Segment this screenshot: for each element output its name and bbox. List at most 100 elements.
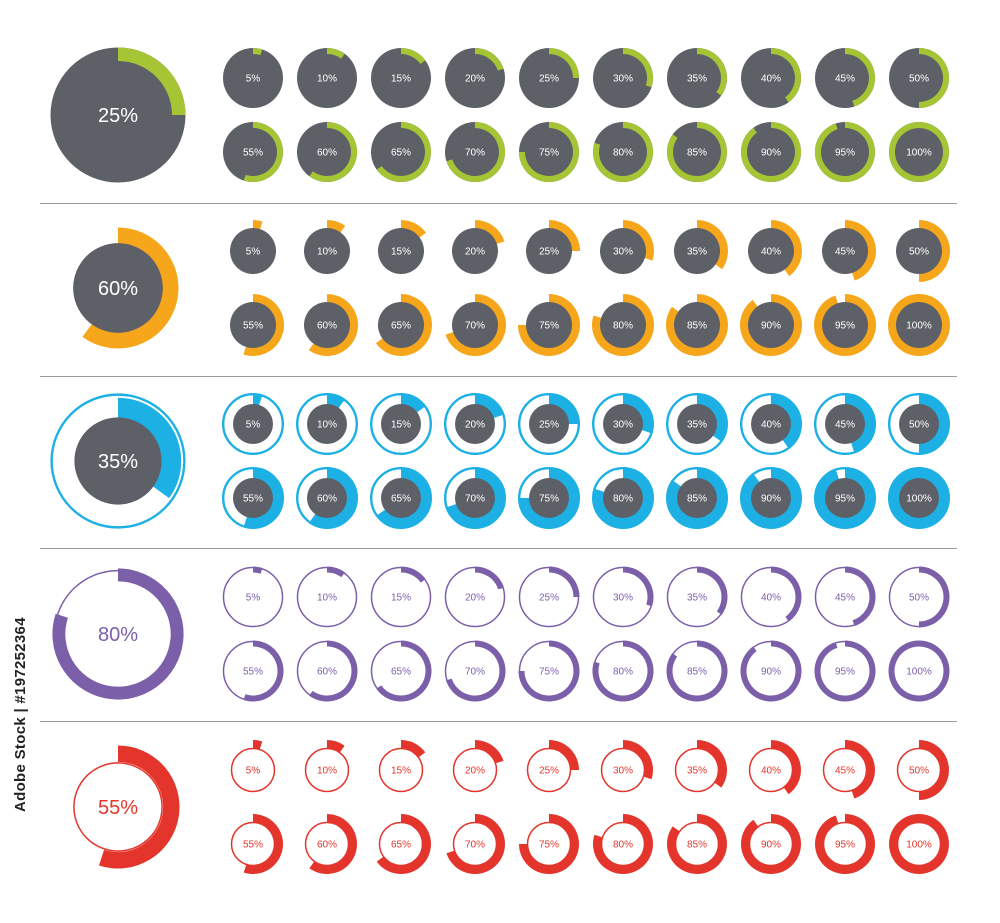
- offset-inner-circle: [600, 747, 646, 793]
- progress-chart-40: 40%: [740, 566, 802, 628]
- arc-center-disc: [600, 302, 646, 348]
- offset-percent-label: 70%: [465, 840, 485, 851]
- outline-value-band: [623, 566, 654, 607]
- pie-percent-label: 20%: [465, 74, 485, 85]
- progress-chart-15: 15%: [371, 48, 431, 108]
- progress-chart-55: 55%: [230, 294, 284, 356]
- progress-chart-30: 30%: [592, 393, 655, 456]
- pie-percent-label: 40%: [761, 74, 781, 85]
- ring-percent-label: 100%: [906, 494, 932, 505]
- arc-center-disc: [748, 302, 794, 348]
- outline-value-band: [697, 566, 728, 615]
- offset-inner-circle: [526, 747, 572, 793]
- ring-percent-label: 5%: [246, 420, 261, 431]
- offset-inner-circle: [748, 821, 794, 867]
- progress-chart-40: 40%: [748, 740, 801, 795]
- offset-value-arc: [401, 740, 426, 758]
- progress-chart-10: 10%: [304, 740, 350, 793]
- arc-percent-label: 55%: [243, 321, 263, 332]
- progress-chart-50: 50%: [896, 220, 950, 282]
- progress-chart-75: 75%: [518, 294, 580, 356]
- ring-percent-label: 80%: [613, 494, 633, 505]
- pie-value-arc: [549, 48, 579, 78]
- row-blue-ring-chart-icon: 35% 5% 10% 15% 20% 25% 30% 35% 40% 45% 50% 55% 60% 65…: [50, 393, 951, 530]
- ring-percent-label: 90%: [761, 494, 781, 505]
- pie-base: [50, 47, 186, 183]
- outline-percent-label: 25%: [539, 593, 559, 604]
- pie-base: [519, 48, 579, 108]
- pie-percent-label: 5%: [246, 74, 261, 85]
- pie-base: [297, 48, 357, 108]
- arc-percent-label: 15%: [391, 247, 411, 258]
- row-green-pie-chart-icon: 25% 5% 10% 15% 20% 25% 30% 35% 40% 45% 50% 55% 60% 65…: [50, 47, 949, 183]
- ring-value-band: [742, 469, 800, 527]
- pie-percent-label: 25%: [539, 74, 559, 85]
- pie-value-arc: [118, 47, 186, 115]
- ring-center-disc: [233, 478, 273, 518]
- progress-chart-65: 65%: [371, 122, 432, 182]
- progress-chart-20: 20%: [444, 393, 507, 456]
- pie-base: [741, 122, 801, 182]
- arc-percent-label: 30%: [613, 247, 633, 258]
- progress-chart-55: 55%: [223, 122, 284, 183]
- pie-percent-label: 35%: [687, 74, 707, 85]
- pie-base: [593, 48, 653, 108]
- progress-chart-50: 50%: [888, 393, 951, 456]
- arc-percent-label: 25%: [539, 247, 559, 258]
- progress-chart-80: 80%: [593, 814, 653, 875]
- progress-chart-35: 35%: [666, 393, 729, 456]
- arc-percent-label: 45%: [835, 247, 855, 258]
- ring-value-band: [377, 468, 430, 527]
- offset-inner-circle: [304, 747, 350, 793]
- progress-chart-85: 85%: [667, 122, 728, 183]
- pie-percent-label: 65%: [391, 148, 411, 159]
- ring-percent-label: 30%: [613, 420, 633, 431]
- ring-value-band: [549, 395, 578, 424]
- arc-center-disc: [230, 302, 276, 348]
- progress-chart-30: 30%: [600, 220, 654, 274]
- pie-percent-label: 75%: [539, 148, 559, 159]
- ring-center-disc: [455, 404, 495, 444]
- progress-chart-10: 10%: [304, 220, 350, 274]
- ring-percent-label: 25%: [539, 420, 559, 431]
- progress-chart-85: 85%: [666, 467, 729, 530]
- progress-chart-70: 70%: [444, 640, 506, 702]
- pie-value-arc: [845, 48, 875, 107]
- progress-chart-90: 90%: [740, 294, 803, 356]
- outline-value-band: [845, 566, 876, 627]
- progress-chart-80: 80%: [592, 640, 654, 702]
- progress-chart-20: 20%: [445, 48, 505, 108]
- progress-chart-95: 95%: [814, 294, 877, 356]
- arc-center-disc: [73, 243, 163, 333]
- offset-percent-label: 15%: [391, 766, 411, 777]
- progress-chart-5: 5%: [221, 393, 284, 456]
- progress-chart-15: 15%: [378, 220, 427, 274]
- progress-chart-25: 25%: [526, 220, 580, 274]
- outline-percent-label: 30%: [613, 593, 633, 604]
- progress-chart-90: 90%: [740, 640, 802, 702]
- pie-value-arc: [327, 48, 345, 59]
- arc-center-disc: [526, 302, 572, 348]
- progress-chart-55: 55%: [221, 467, 284, 530]
- section-divider-1: [40, 203, 957, 204]
- arc-center-disc: [452, 302, 498, 348]
- progress-chart-75: 75%: [519, 814, 579, 874]
- offset-value-arc: [253, 740, 263, 750]
- ring-center-disc: [825, 478, 865, 518]
- progress-chart-100: 100%: [888, 467, 951, 530]
- pie-percent-label: 15%: [391, 74, 411, 85]
- progress-chart-50: 50%: [889, 48, 949, 108]
- offset-inner-circle: [674, 821, 720, 867]
- progress-chart-60: 60%: [304, 814, 358, 874]
- progress-chart-25: 25%: [518, 566, 580, 628]
- pie-base: [519, 122, 579, 182]
- offset-percent-label: 50%: [909, 766, 929, 777]
- offset-percent-label: 45%: [835, 766, 855, 777]
- ring-center-disc: [233, 404, 273, 444]
- progress-chart-80: 80%: [593, 122, 653, 182]
- offset-value-arc: [549, 740, 579, 770]
- ring-value-band: [919, 395, 948, 453]
- arc-center-disc: [896, 228, 942, 274]
- offset-value-arc: [771, 740, 801, 795]
- pie-percent-label: 95%: [835, 148, 855, 159]
